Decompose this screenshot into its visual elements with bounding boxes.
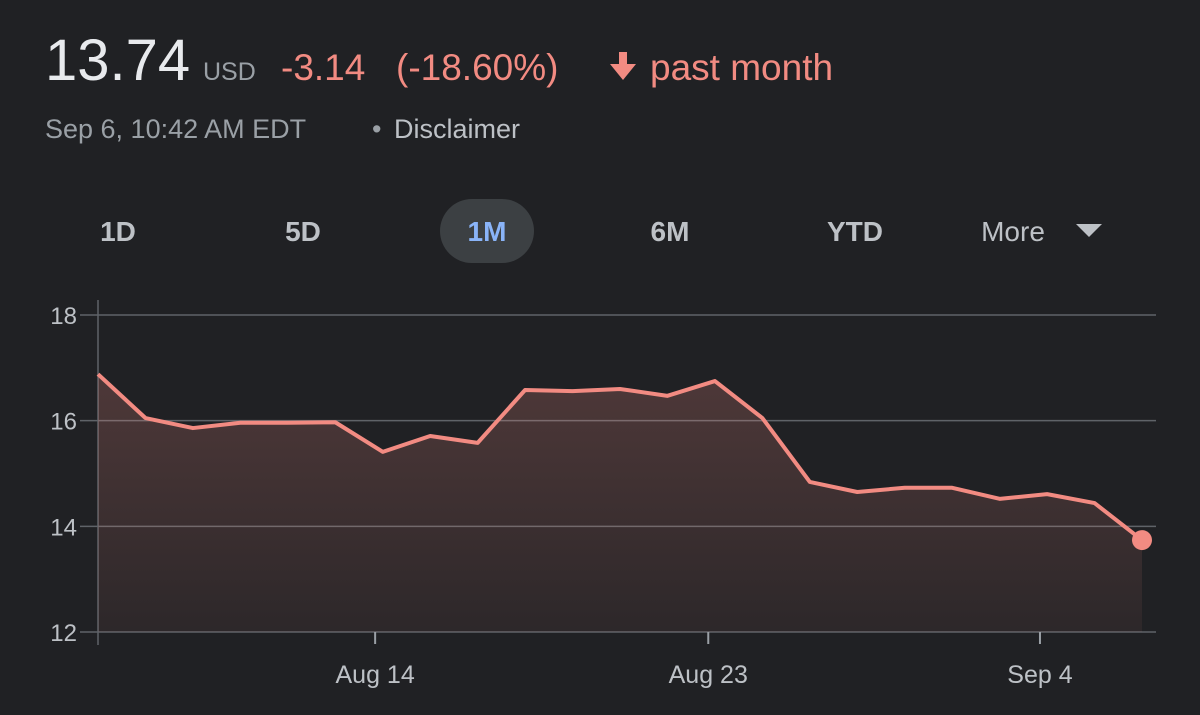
- y-tick-label: 16: [50, 409, 77, 436]
- x-tick-label: Aug 14: [336, 661, 415, 689]
- down-arrow: [610, 52, 636, 80]
- range-tab[interactable]: 5D: [285, 216, 321, 247]
- range-tab-label: 6M: [651, 216, 690, 247]
- range-tab-label: YTD: [827, 216, 883, 247]
- range-tabs: 1D 5D 1M 6M YTD More: [100, 199, 1102, 263]
- dropdown-caret: [1076, 224, 1102, 237]
- price-line: [96, 372, 1144, 542]
- range-tab-label: 5D: [285, 216, 321, 247]
- y-tick-label: 12: [50, 620, 77, 647]
- timestamp: Sep 6, 10:42 AM EDT: [45, 114, 306, 144]
- y-tick-label: 14: [50, 514, 77, 541]
- range-tab-highlight: [440, 199, 534, 263]
- range-tab-label: 1M: [468, 216, 507, 247]
- range-tab-label: More: [981, 216, 1045, 247]
- range-tab[interactable]: 1D: [100, 216, 136, 247]
- current-point: [1132, 530, 1152, 551]
- y-tick-label: 18: [50, 303, 77, 330]
- change: -3.14: [281, 47, 365, 88]
- change-percent: (-18.60%): [396, 47, 558, 88]
- separator: •: [372, 114, 381, 144]
- chart: 12 14 16 18 Aug 14 Aug 23 Sep 4: [50, 300, 1156, 689]
- disclaimer[interactable]: Disclaimer: [394, 114, 520, 144]
- range-tab[interactable]: YTD: [827, 216, 883, 247]
- range-tab-label: 1D: [100, 216, 136, 247]
- price: 13.74: [45, 28, 190, 93]
- currency: USD: [203, 58, 256, 86]
- range-tab[interactable]: More: [981, 216, 1102, 247]
- range-tab[interactable]: 1M: [440, 199, 534, 263]
- x-tick-label: Aug 23: [669, 661, 748, 689]
- range-tab[interactable]: 6M: [651, 216, 690, 247]
- x-tick-label: Sep 4: [1007, 661, 1072, 689]
- period: past month: [650, 47, 833, 88]
